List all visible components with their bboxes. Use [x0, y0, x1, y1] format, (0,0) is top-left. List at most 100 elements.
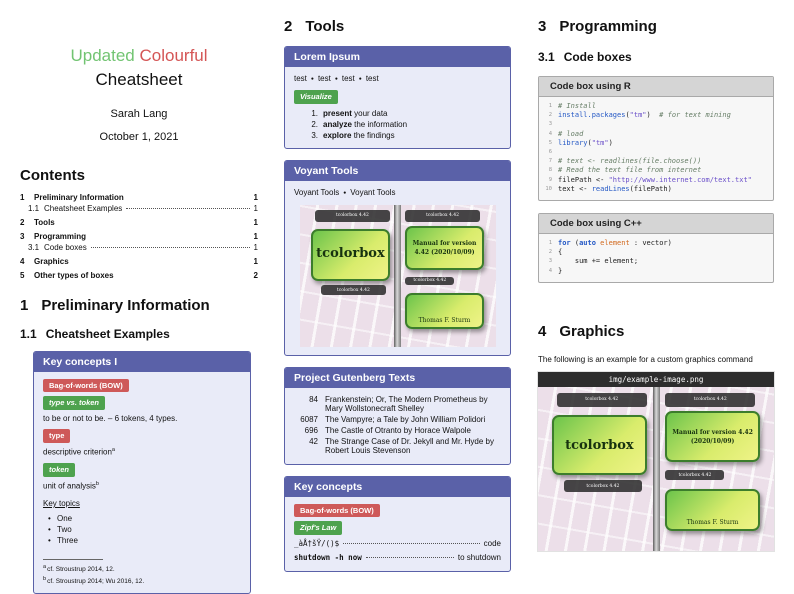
toc-number: 4 [20, 256, 25, 266]
footnote-b: bcf. Stroustrup 2014; Wu 2016, 12. [43, 575, 145, 585]
step-explore: 3. explore the findings [311, 131, 395, 141]
topic-item-three: Three [43, 535, 241, 546]
voyant-tools-link[interactable]: Voyant Tools [350, 188, 396, 198]
section-title: Preliminary Information [41, 296, 210, 314]
section-3-heading: 3 Programming [538, 18, 774, 35]
gutenberg-box-body: 84 Frankenstein; Or, The Modern Promethe… [285, 388, 510, 464]
toc-entry-preliminary-information[interactable]: 1 Preliminary Information 1 [20, 193, 258, 203]
toc-entry-cheatsheet-examples[interactable]: 1.1 Cheatsheet Examples 1 [20, 204, 258, 214]
voyant-links: Voyant Tools ● Voyant Tools [294, 188, 501, 198]
tcolorbox-main-box: tcolorbox [552, 414, 647, 476]
gutenberg-id: 696 [304, 425, 318, 435]
tc-mid-badge-left: tcolorbox 4.42 [321, 285, 386, 296]
key-concepts-1-box-body: Bag-of-words (BOW) type vs. token to be … [34, 372, 250, 593]
test-item-list: test ● test ● test ● test [294, 74, 379, 83]
document-date: October 1, 2021 [99, 130, 179, 143]
toc-entry-programming[interactable]: 3 Programming 1 [20, 232, 258, 242]
right-column: 3 Programming 3.1 Code boxes Code box us… [538, 0, 774, 551]
gutenberg-box-title: Project Gutenberg Texts [285, 367, 510, 388]
footnote-mark-b: b [95, 481, 99, 488]
tc-mid-badge-right: tcolorbox 4.42 [665, 470, 725, 481]
gutenberg-id: 42 [309, 436, 318, 446]
lorem-ipsum-box-body: test ● test ● test ● test Visualize 1. present… [285, 67, 510, 148]
toc-entry-graphics[interactable]: 4 Graphics 1 [20, 257, 258, 267]
toc-label: Programming [34, 231, 87, 241]
pole-graphic [652, 386, 660, 551]
voyant-tools-box: Voyant Tools Voyant Tools ● Voyant Tools t… [284, 160, 511, 356]
subsection-number: 3.1 [538, 50, 555, 64]
toc-number: 2 [20, 217, 25, 227]
gutenberg-row: 6087 The Vampyre; a Tale by John William… [294, 415, 501, 424]
section-number: 2 [284, 18, 293, 35]
toc-entry-other-types-of-boxes[interactable]: 5 Other types of boxes 2 [20, 271, 258, 281]
code-box-r: Code box using R 1 # Install 2 install.pack… [538, 76, 774, 202]
key-concepts-2-box: Key concepts Bag-of-words (BOW) Zipf's L… [284, 475, 511, 572]
tcolorbox-author-box: Thomas F. Sturm [665, 488, 760, 532]
toc-leader [90, 246, 250, 248]
title-word-colourful: Colourful [139, 46, 208, 65]
toc-label: Code boxes [44, 242, 87, 252]
topic-item-one: One [43, 513, 241, 524]
footnote-a: acf. Stroustrup 2014, 12. [43, 564, 115, 574]
footnote-mark-a: a [111, 447, 115, 454]
command-text: shutdown -h now [294, 553, 362, 563]
type-vs-token-example-text: to be or not to be. – 6 tokens, 4 types. [43, 414, 178, 424]
topic-item-two: Two [43, 524, 241, 535]
section-number: 3 [538, 18, 547, 35]
tcolorbox-example-image: tcolorbox 4.42 tcolorbox 4.42 tcolorbox … [299, 204, 496, 347]
document-title: Updated Colourful Cheatsheet [20, 44, 258, 92]
token-definition-text: unit of analysisb [43, 481, 99, 491]
tc-top-badge-left: tcolorbox 4.42 [315, 210, 390, 222]
section-1-heading: 1 Preliminary Information [20, 297, 258, 314]
badge-zipfs-law: Zipf's Law [294, 521, 343, 536]
dotted-leader [343, 543, 480, 545]
code-box-r-code: 1 # Install 2 install.packages("tm") # for … [545, 102, 752, 193]
gutenberg-box: Project Gutenberg Texts 84 Frankenstein;… [284, 366, 511, 465]
dot-separator: ● [343, 189, 347, 196]
gutenberg-row: 84 Frankenstein; Or, The Modern Promethe… [294, 395, 501, 413]
gutenberg-row: 696 The Castle of Otranto by Horace Walp… [294, 426, 501, 435]
dotted-leader [365, 557, 454, 559]
toc-label: Cheatsheet Examples [44, 203, 123, 213]
tc-top-badge-right: tcolorbox 4.42 [405, 210, 480, 222]
toc-page: 1 [253, 256, 258, 266]
tcolorbox-example-image: tcolorbox 4.42 tcolorbox 4.42 tcolorbox … [538, 386, 774, 551]
contents-heading: Contents [20, 166, 85, 184]
toc-number: 5 [20, 270, 25, 280]
image-path-label: img/example-image.png [538, 371, 774, 387]
toc-page: 1 [253, 217, 258, 227]
voyant-tools-link[interactable]: Voyant Tools [294, 188, 340, 198]
graphics-intro-text: The following is an example for a custom… [538, 354, 753, 364]
toc-page: 1 [253, 203, 258, 213]
toc-entry-tools[interactable]: 2 Tools 1 [20, 218, 258, 228]
gutenberg-id: 6087 [300, 414, 318, 424]
badge-visualize: Visualize [294, 90, 338, 105]
toc-page: 2 [253, 270, 258, 280]
gutenberg-row: 42 The Strange Case of Dr. Jekyll and Mr… [294, 437, 501, 455]
middle-column: 2 Tools Lorem Ipsum test ● test ● test ● test … [284, 0, 511, 572]
left-column: Updated Colourful Cheatsheet Sarah Lang … [20, 0, 258, 594]
subsection-3-1-heading: 3.1 Code boxes [538, 50, 774, 64]
toc-entry-code-boxes[interactable]: 3.1 Code boxes 1 [20, 243, 258, 253]
voyant-tools-box-title: Voyant Tools [285, 161, 510, 182]
gutenberg-title: The Vampyre; a Tale by John William Poli… [325, 414, 486, 424]
pole-graphic [394, 204, 401, 347]
toc-label: Other types of boxes [34, 270, 114, 280]
tc-top-badge-right: tcolorbox 4.42 [665, 393, 756, 407]
gutenberg-id: 84 [309, 394, 318, 404]
section-title: Graphics [559, 322, 625, 340]
tc-top-badge-left: tcolorbox 4.42 [556, 393, 647, 407]
section-2-heading: 2 Tools [284, 18, 511, 35]
dot-separator: ● [334, 75, 338, 82]
badge-bag-of-words: Bag-of-words (BOW) [294, 503, 380, 518]
subsection-number: 1.1 [20, 326, 37, 341]
badge-type-vs-token: type vs. token [43, 396, 106, 411]
gutenberg-title: The Strange Case of Dr. Jekyll and Mr. H… [325, 436, 494, 455]
toc-label: Preliminary Information [34, 192, 124, 202]
document-author: Sarah Lang [110, 107, 168, 120]
toc-label: Tools [34, 217, 55, 227]
gutenberg-title: Frankenstein; Or, The Modern Prometheus … [325, 394, 488, 413]
code-box-cpp-title: Code box using C++ [539, 214, 773, 235]
voyant-tools-box-body: Voyant Tools ● Voyant Tools tcolorbox 4.42… [285, 181, 510, 354]
type-definition-text: descriptive criteriona [43, 447, 115, 457]
